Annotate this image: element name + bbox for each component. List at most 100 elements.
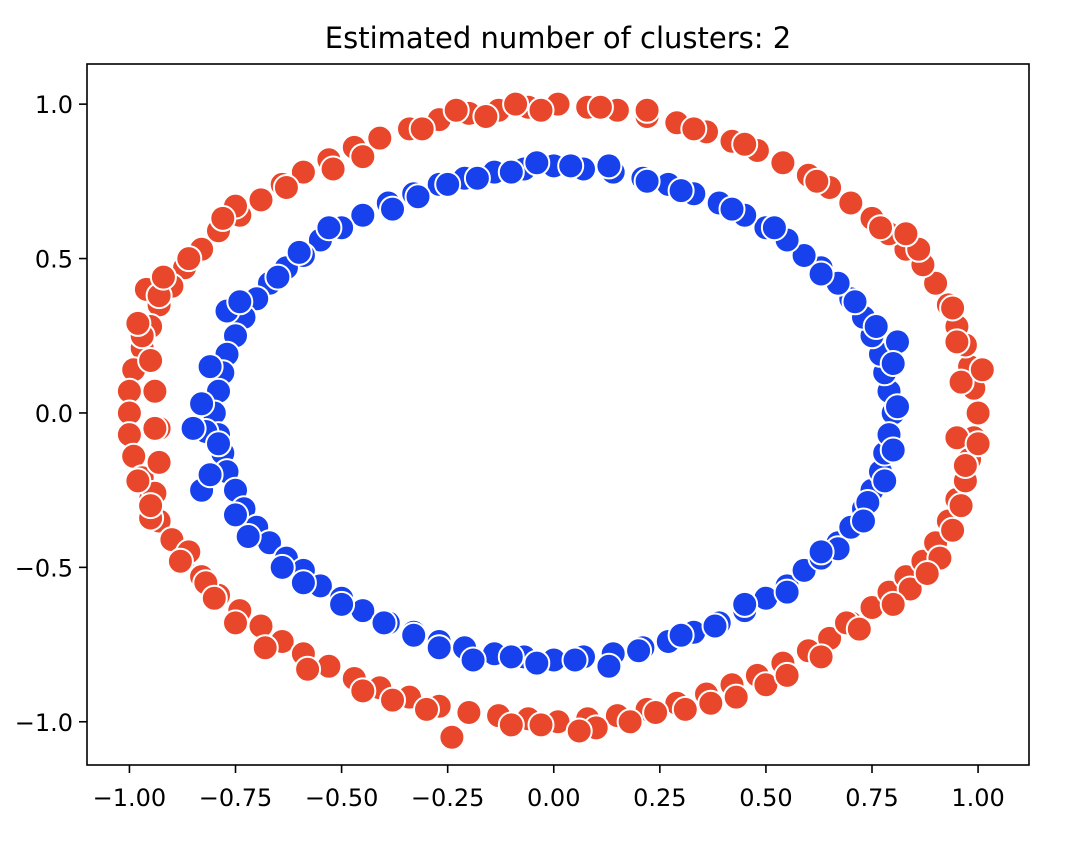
y-tick-label: −0.5 (15, 554, 73, 582)
y-tick-label: −1.0 (15, 709, 73, 737)
data-point (463, 164, 491, 192)
data-point (137, 492, 165, 520)
data-point (807, 538, 835, 566)
data-point (349, 201, 377, 229)
data-point (951, 452, 979, 479)
plot-frame (86, 63, 1030, 766)
data-point (442, 96, 470, 124)
data-point (285, 238, 313, 266)
data-point (947, 368, 975, 396)
data-point (867, 214, 894, 242)
data-point (633, 96, 661, 124)
data-point (803, 167, 831, 195)
data-point (947, 492, 975, 520)
data-point (124, 309, 152, 337)
data-point (896, 575, 924, 603)
x-tick-label: −0.75 (199, 784, 273, 812)
data-point (425, 634, 453, 662)
data-point (943, 328, 971, 356)
data-point (722, 683, 750, 711)
data-point (625, 637, 653, 665)
data-point (400, 621, 428, 649)
data-point (557, 152, 585, 180)
data-point (209, 204, 237, 232)
data-point (268, 553, 296, 581)
data-point (247, 186, 275, 214)
data-point (366, 124, 394, 152)
data-point (671, 695, 699, 723)
data-point (807, 260, 835, 288)
data-point (939, 294, 967, 322)
data-point (434, 170, 462, 198)
data-point (251, 634, 279, 662)
data-point (884, 328, 911, 356)
data-point (595, 652, 623, 680)
data-point (222, 501, 249, 529)
data-point (523, 649, 551, 677)
x-tick-label: −1.00 (93, 784, 167, 812)
data-point (196, 353, 224, 381)
data-point (760, 214, 788, 242)
data-point (527, 711, 555, 739)
data-point (349, 143, 377, 171)
y-axis: −1.0 −0.5 0.0 0.5 1.0 (15, 91, 87, 737)
data-point (701, 612, 729, 640)
data-point (200, 584, 228, 612)
data-point (502, 90, 530, 118)
data-point (472, 103, 500, 130)
data-point (616, 708, 644, 736)
data-point (115, 421, 143, 449)
data-point (879, 590, 907, 618)
data-point (137, 347, 165, 374)
data-point (349, 677, 377, 705)
x-tick-label: −0.25 (411, 784, 485, 812)
data-point (807, 643, 835, 671)
series-0 (115, 90, 996, 751)
data-point (523, 149, 551, 177)
x-axis: −1.00 −0.75 −0.50 −0.25 0.00 0.25 0.50 0.75 1.00 (93, 765, 1005, 812)
data-point (264, 263, 292, 291)
data-point (497, 158, 525, 186)
data-point (773, 661, 801, 689)
data-point (370, 609, 398, 637)
data-point (837, 189, 865, 217)
data-point (561, 646, 589, 674)
data-point (222, 609, 249, 637)
data-point (141, 377, 169, 405)
data-point (633, 167, 661, 195)
x-tick-label: 1.00 (951, 784, 1004, 812)
data-point (939, 516, 967, 544)
data-point (319, 155, 347, 183)
data-point (680, 115, 708, 143)
data-point (149, 263, 177, 291)
data-point (141, 414, 169, 442)
data-point (968, 356, 996, 384)
chart-title: Estimated number of clusters: 2 (325, 21, 791, 55)
data-point (879, 350, 907, 377)
data-point (196, 461, 224, 489)
data-point (913, 560, 941, 587)
data-point (850, 507, 877, 535)
data-point (234, 523, 262, 550)
data-point (166, 547, 194, 575)
data-point (497, 711, 525, 739)
points-layer (115, 90, 996, 751)
data-point (790, 242, 818, 269)
data-point (175, 245, 203, 273)
data-point (879, 436, 907, 464)
data-point (642, 699, 670, 726)
data-point (188, 390, 216, 418)
x-tick-label: 0.00 (527, 784, 580, 812)
data-point (408, 115, 436, 143)
data-point (413, 695, 440, 723)
data-point (459, 646, 487, 674)
data-point (404, 183, 432, 211)
data-point (124, 467, 152, 495)
y-tick-label: 1.0 (35, 91, 73, 119)
data-point (769, 149, 797, 177)
data-point (697, 689, 725, 717)
data-point (892, 220, 920, 248)
data-point (964, 399, 992, 427)
series-1 (179, 149, 911, 680)
